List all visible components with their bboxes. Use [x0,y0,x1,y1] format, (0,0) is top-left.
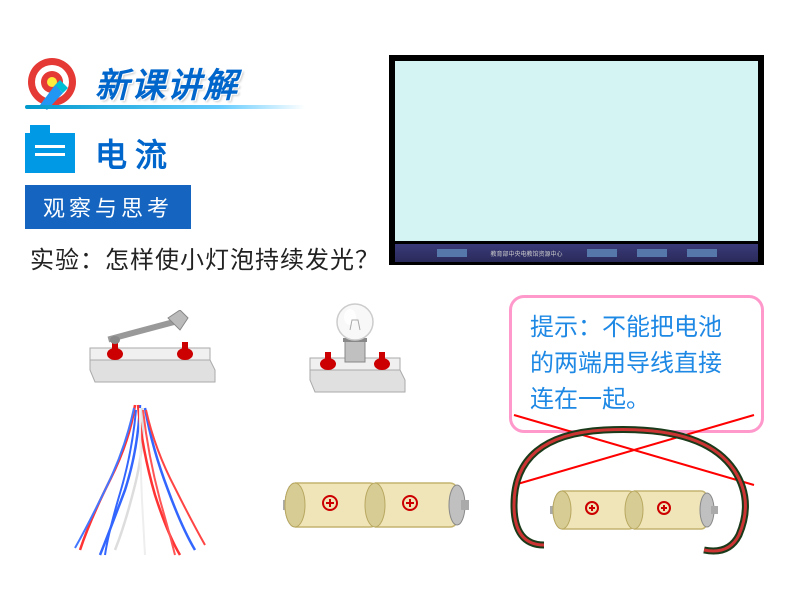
header-title: 新课讲解 [95,58,239,107]
bulb-component [300,300,410,400]
video-screen [395,61,758,241]
section-header: 电流 [25,130,175,176]
page-header: 新课讲解 [25,55,239,110]
folder-icon [25,133,75,173]
video-player[interactable]: 教育部中央电教馆资源中心 [389,55,764,265]
video-controls[interactable]: 教育部中央电教馆资源中心 [395,244,758,262]
switch-component [80,310,220,390]
video-btn[interactable]: 教育部中央电教馆资源中心 [487,249,567,257]
battery-component [275,470,475,540]
wires-component [60,400,220,560]
video-btn[interactable] [437,249,467,257]
subsection-label: 观察与思考 [25,185,191,229]
header-underline [25,105,305,109]
video-btn[interactable] [637,249,667,257]
video-btn[interactable] [687,249,717,257]
video-btn[interactable] [587,249,617,257]
battery-shorted [544,480,724,540]
target-icon [25,55,80,110]
experiment-question: 实验：怎样使小灯泡持续发光？ [30,240,380,275]
components-area [30,290,510,580]
section-title: 电流 [95,130,175,176]
